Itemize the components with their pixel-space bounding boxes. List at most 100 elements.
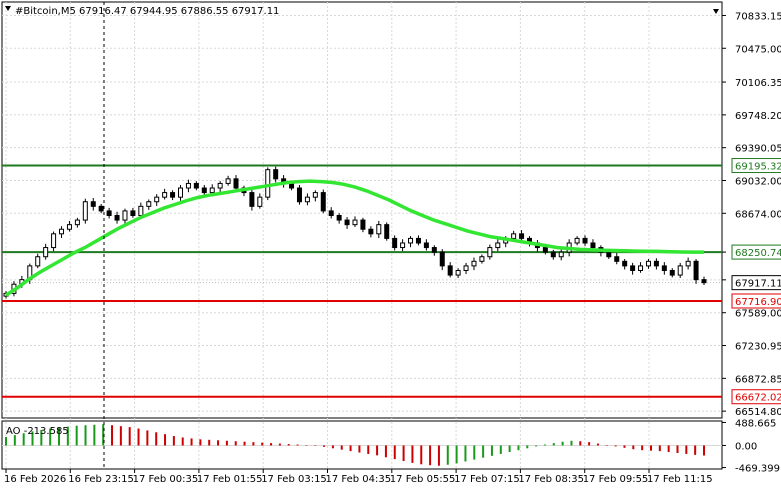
candle-body <box>653 260 659 267</box>
level-value-label: 67716.90 <box>735 297 781 308</box>
candle-body <box>154 196 160 203</box>
candle-body <box>622 260 628 267</box>
candle-body <box>408 237 414 244</box>
price-tick-label: 70475.00 <box>735 44 781 55</box>
candle-body <box>447 265 453 276</box>
candle-body <box>201 187 207 194</box>
candle-body <box>130 210 136 216</box>
ma-line <box>5 179 704 297</box>
candle-body <box>471 260 477 267</box>
price-tick-label: 66514.80 <box>735 407 781 418</box>
candle-body <box>511 233 517 239</box>
candle-body <box>590 242 596 249</box>
candle-body <box>519 233 525 239</box>
candle-body <box>249 192 255 207</box>
time-tick-label: 17 Feb 11:15 <box>647 474 713 485</box>
dropdown-arrow-icon[interactable] <box>5 6 11 11</box>
candle-body <box>312 192 318 198</box>
candle-body <box>344 219 350 226</box>
candle-body <box>669 269 675 276</box>
candle-body <box>606 251 612 258</box>
candle-body <box>304 196 310 203</box>
candle-body <box>582 237 588 244</box>
current-price-badge <box>731 275 781 291</box>
candle-body <box>138 205 144 216</box>
candle-body <box>59 228 65 235</box>
candle-body <box>574 237 580 244</box>
candle-body <box>439 251 445 267</box>
time-tick-label: 17 Feb 01:55 <box>197 474 263 485</box>
candle-body <box>193 182 199 189</box>
level-badge <box>731 389 781 405</box>
candle-body <box>217 182 223 189</box>
candle-body <box>455 269 461 276</box>
candle-body <box>90 201 96 207</box>
candle-body <box>368 228 374 235</box>
time-tick-label: 16 Feb 23:15 <box>68 474 134 485</box>
candle-body <box>265 169 271 198</box>
candle-body <box>209 187 215 194</box>
price-pane-frame <box>1 1 723 419</box>
candle-body <box>328 210 334 216</box>
current-price-label: 67917.11 <box>735 279 781 290</box>
time-tick-label: 17 Feb 07:15 <box>454 474 520 485</box>
candle-body <box>614 256 620 262</box>
candle-body <box>677 265 683 276</box>
candle-body <box>463 265 469 271</box>
candle-body <box>122 210 128 221</box>
time-tick-label: 17 Feb 09:55 <box>583 474 649 485</box>
candle-body <box>685 260 691 267</box>
candle-body <box>558 251 564 258</box>
ao-tick-label: 0.00 <box>735 441 757 452</box>
candle-body <box>645 260 651 267</box>
ao-indicator-label: AO -213.585 <box>6 426 69 437</box>
candle-body <box>106 210 112 216</box>
price-tick-label: 67230.95 <box>735 342 781 353</box>
ao-tick-label: 488.665 <box>735 418 776 429</box>
scroll-down-arrow-icon[interactable] <box>713 9 719 14</box>
time-tick-label: 17 Feb 00:35 <box>133 474 199 485</box>
candle-body <box>273 169 279 180</box>
candle-body <box>392 237 398 249</box>
candle-body <box>431 247 437 253</box>
candle-body <box>415 237 421 244</box>
level-badge <box>731 293 781 309</box>
level-value-label: 68250.74 <box>735 248 781 259</box>
level-badge <box>731 244 781 260</box>
candle-body <box>74 219 80 226</box>
price-tick-label: 66872.85 <box>735 374 781 385</box>
ao-tick-label: -469.399 <box>735 464 780 475</box>
level-value-label: 69195.32 <box>735 162 781 173</box>
price-tick-label: 67589.00 <box>735 309 781 320</box>
candle-body <box>352 219 358 226</box>
symbol-header: #Bitcoin,M5 67916.47 67944.95 67886.55 6… <box>15 6 279 17</box>
candle-body <box>638 265 644 271</box>
candle-body <box>701 279 707 284</box>
candle-body <box>170 192 176 198</box>
candle-body <box>225 178 231 184</box>
candle-body <box>693 260 699 281</box>
time-tick-label: 17 Feb 04:35 <box>326 474 392 485</box>
candle-body <box>360 219 366 230</box>
level-value-label: 66672.02 <box>735 393 781 404</box>
time-tick-label: 17 Feb 08:35 <box>518 474 584 485</box>
price-tick-label: 69748.20 <box>735 111 781 122</box>
candle-body <box>479 256 485 262</box>
candle-body <box>542 247 548 253</box>
candles <box>3 166 707 299</box>
candle-body <box>400 242 406 249</box>
candle-body <box>423 242 429 249</box>
candle-body <box>51 233 57 249</box>
candle-body <box>384 224 390 239</box>
price-tick-label: 68674.00 <box>735 209 781 220</box>
candle-body <box>185 182 191 189</box>
candle-body <box>487 247 493 258</box>
moving-average <box>5 179 704 297</box>
candle-body <box>66 224 72 230</box>
candle-body <box>233 178 239 189</box>
candle-body <box>296 187 302 203</box>
candle-body <box>289 182 295 189</box>
price-tick-label: 69032.00 <box>735 176 781 187</box>
